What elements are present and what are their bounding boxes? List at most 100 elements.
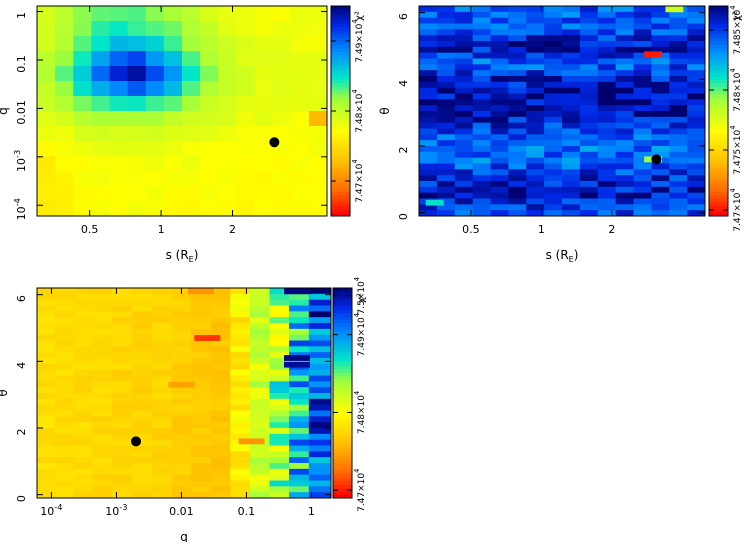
heatmap-cell bbox=[249, 299, 271, 307]
heatmap-cell bbox=[249, 323, 271, 330]
heatmap-cell bbox=[508, 116, 527, 124]
colorbar-segment bbox=[333, 407, 352, 411]
y-tick-label: 0.01 bbox=[15, 100, 28, 125]
heatmap-cell bbox=[454, 169, 474, 176]
heatmap-cell bbox=[579, 23, 599, 30]
colorbar-segment bbox=[709, 83, 728, 87]
heatmap-cell bbox=[210, 463, 231, 470]
heatmap-cell bbox=[579, 128, 599, 135]
y-tick-label: 6 bbox=[397, 13, 410, 20]
heatmap-cell bbox=[191, 358, 212, 365]
heatmap-cell bbox=[54, 346, 75, 353]
heatmap-cell bbox=[526, 157, 545, 165]
heatmap-cell bbox=[73, 369, 93, 377]
heatmap-cell bbox=[289, 422, 310, 429]
heatmap-cell bbox=[171, 375, 192, 382]
heatmap-cell bbox=[111, 328, 133, 336]
heatmap-cell bbox=[145, 171, 165, 187]
colorbar-segment bbox=[331, 181, 350, 185]
heatmap-cell bbox=[526, 29, 545, 36]
heatmap-cell bbox=[73, 96, 92, 112]
heatmap-cell bbox=[54, 369, 75, 377]
heatmap-cell bbox=[289, 404, 310, 412]
heatmap-cell bbox=[92, 445, 113, 452]
heatmap-cell bbox=[236, 66, 256, 82]
heatmap-cell bbox=[526, 46, 545, 54]
colorbar-segment bbox=[333, 333, 352, 338]
heatmap-cell bbox=[111, 398, 133, 406]
heatmap-cell bbox=[111, 428, 133, 435]
heatmap-cell bbox=[633, 46, 652, 54]
heatmap-cell bbox=[200, 156, 219, 172]
heatmap-cell bbox=[182, 96, 201, 112]
heatmap-cell bbox=[544, 17, 563, 25]
heatmap-cell bbox=[91, 96, 111, 112]
heatmap-cell bbox=[669, 17, 688, 25]
heatmap-cell bbox=[579, 186, 599, 194]
heatmap-cell bbox=[651, 29, 670, 36]
heatmap-cell bbox=[171, 480, 192, 487]
heatmap-cell bbox=[249, 433, 271, 441]
colorbar-segment bbox=[331, 62, 350, 66]
heatmap-cell bbox=[73, 171, 92, 187]
heatmap-cell bbox=[73, 51, 92, 67]
heatmap-cell bbox=[109, 21, 129, 37]
heatmap-cell bbox=[508, 134, 527, 141]
heatmap-cell bbox=[687, 105, 705, 112]
heatmap-cell bbox=[526, 76, 545, 83]
heatmap-cell bbox=[111, 381, 133, 388]
heatmap-cell bbox=[191, 474, 212, 482]
heatmap-cell bbox=[152, 323, 173, 330]
heatmap-cell bbox=[687, 58, 705, 65]
heatmap-cell bbox=[269, 404, 290, 412]
heatmap-cell bbox=[472, 163, 492, 170]
heatmap-cell bbox=[269, 451, 290, 458]
heatmap-cell bbox=[633, 35, 652, 42]
colorbar-segment bbox=[709, 191, 728, 196]
heatmap-cell bbox=[131, 340, 153, 347]
heatmap-cell bbox=[597, 122, 617, 130]
heatmap-cell bbox=[131, 328, 153, 336]
heatmap-cell bbox=[73, 36, 92, 52]
heatmap-cell bbox=[109, 126, 129, 142]
heatmap-cell bbox=[308, 404, 331, 412]
heatmap-cell bbox=[419, 210, 438, 216]
heatmap-cell bbox=[669, 140, 688, 147]
heatmap-cell bbox=[633, 128, 652, 135]
heatmap-cell bbox=[145, 186, 165, 202]
x-axis-label: q bbox=[180, 530, 188, 542]
heatmap-cell bbox=[152, 363, 173, 371]
heatmap-cell bbox=[562, 46, 581, 54]
colorbar-segment bbox=[333, 470, 352, 474]
heatmap-cell bbox=[109, 96, 129, 112]
colorbar-segment bbox=[333, 354, 352, 359]
heatmap-cell bbox=[526, 210, 545, 216]
y-axis-label: θ bbox=[378, 107, 392, 114]
heatmap-cell bbox=[171, 439, 192, 447]
heatmap-cell bbox=[687, 87, 705, 95]
heatmap-cell bbox=[269, 381, 290, 388]
heatmap-cell bbox=[249, 328, 271, 336]
heatmap-cell bbox=[633, 64, 652, 71]
heatmap-cell bbox=[615, 99, 635, 106]
heatmap-cell bbox=[290, 111, 310, 127]
heatmap-cell bbox=[236, 51, 256, 67]
heatmap-cell bbox=[544, 210, 563, 216]
heatmap-cell bbox=[419, 169, 438, 176]
colorbar-segment bbox=[333, 288, 352, 292]
heatmap-cell bbox=[597, 204, 617, 211]
colorbar-segment bbox=[709, 174, 728, 178]
heatmap-cell bbox=[91, 66, 111, 82]
colorbar-segment bbox=[331, 55, 350, 59]
heatmap-cell bbox=[290, 126, 310, 142]
heatmap-cell bbox=[218, 201, 237, 216]
heatmap-cell bbox=[54, 422, 75, 429]
heatmap-cell bbox=[73, 328, 93, 336]
heatmap-cell bbox=[218, 141, 237, 157]
heatmap-cell bbox=[54, 323, 75, 330]
heatmap-cell bbox=[436, 128, 456, 135]
heatmap-cell bbox=[37, 156, 56, 172]
heatmap-cell bbox=[37, 451, 56, 458]
heatmap-cell bbox=[472, 99, 492, 106]
heatmap-cell bbox=[615, 186, 635, 194]
